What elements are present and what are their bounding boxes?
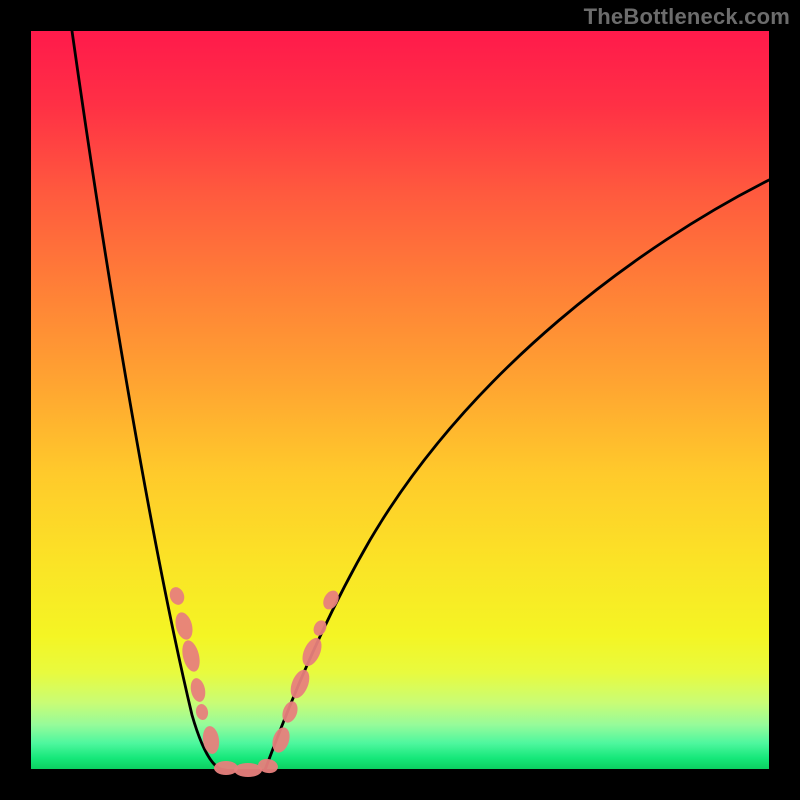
plot-bg: [31, 31, 769, 769]
chart-svg: [0, 0, 800, 800]
watermark-text: TheBottleneck.com: [584, 4, 790, 30]
data-marker: [214, 761, 238, 775]
chart-stage: TheBottleneck.com: [0, 0, 800, 800]
data-marker: [234, 763, 262, 777]
